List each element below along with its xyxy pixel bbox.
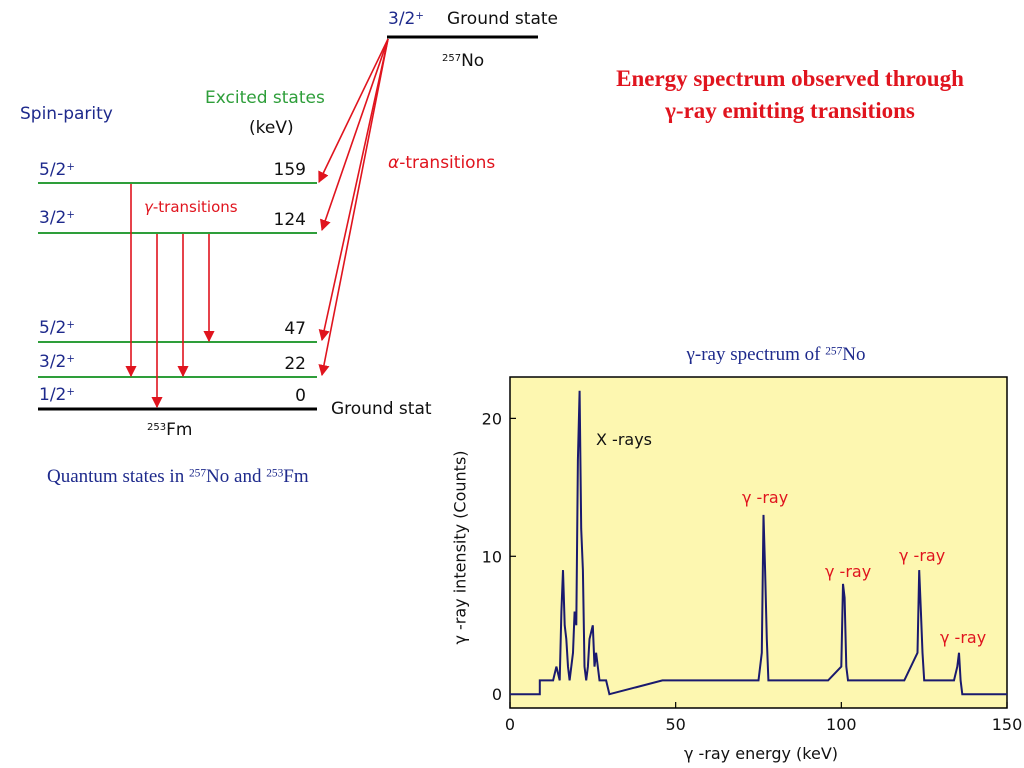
alpha-arrow-47: [318, 38, 389, 342]
gamma-annotation-77: γ -ray: [742, 488, 789, 507]
caption-mass-2: 253: [266, 467, 284, 480]
level-parity: +: [66, 161, 75, 173]
plot-background: [509, 376, 1008, 709]
caption-symbol-1: No and: [206, 466, 267, 487]
headline: Energy spectrum observed through γ-ray e…: [560, 63, 1020, 127]
top-nucleus-symbol: No: [461, 51, 485, 71]
x-tick-label: 50: [665, 715, 685, 734]
bottom-ground-state-label: Ground stat: [331, 399, 432, 419]
level-energy-0: 0: [295, 386, 306, 406]
level-spin-159: 5/2+: [39, 160, 75, 180]
top-state-parity: +: [415, 10, 424, 22]
caption-prefix: Quantum states in: [47, 466, 189, 487]
level-spin-0: 1/2+: [39, 385, 75, 405]
level-spin-value: 3/2: [39, 352, 67, 372]
bottom-nucleus-symbol: Fm: [166, 420, 193, 440]
level-spin-value: 5/2: [39, 318, 67, 338]
top-state-name: Ground state: [447, 9, 558, 29]
level-energy-124: 124: [273, 210, 306, 230]
level-energy-47: 47: [284, 319, 306, 339]
x-tick-label: 100: [826, 715, 857, 734]
spectrum-title-prefix: γ-ray spectrum of: [686, 344, 826, 365]
gamma-symbol: γ: [144, 198, 153, 216]
level-spin-value: 1/2: [39, 385, 67, 405]
headline-line-1: Energy spectrum observed through: [616, 66, 964, 91]
top-nucleus-mass: 257: [442, 53, 462, 64]
x-tick-label: 150: [992, 715, 1023, 734]
level-spin-value: 5/2: [39, 160, 67, 180]
level-parity: +: [66, 319, 75, 331]
headline-line-2: γ-ray emitting transitions: [665, 98, 915, 123]
alpha-transitions-label: α-transitions: [388, 153, 495, 173]
y-axis-label: γ -ray intensity (Counts): [450, 450, 470, 645]
caption-mass-1: 257: [188, 467, 207, 480]
y-tick-label: 20: [482, 409, 502, 428]
level-energy-159: 159: [273, 160, 306, 180]
level-parity: +: [66, 353, 75, 365]
level-parity: +: [66, 209, 75, 221]
spectrum-title-symbol: No: [842, 344, 866, 365]
gamma-annotation-136: γ -ray: [940, 628, 987, 647]
y-tick-label: 0: [492, 685, 502, 704]
level-energy-22: 22: [284, 354, 306, 374]
gamma-label-text: -transitions: [152, 198, 238, 216]
y-tick-label: 10: [482, 547, 502, 566]
excited-states-unit: (keV): [249, 118, 294, 138]
top-state-spin-value: 3/2: [388, 9, 416, 29]
top-state-spin: 3/2+: [388, 9, 424, 29]
gamma-annotation-124: γ -ray: [899, 546, 946, 565]
excited-states-heading: Excited states: [205, 88, 325, 108]
spin-parity-heading: Spin-parity: [20, 104, 113, 124]
alpha-arrow-159: [318, 38, 389, 184]
level-spin-22: 3/2+: [39, 352, 75, 372]
bottom-nucleus-label: 253Fm: [147, 420, 192, 440]
alpha-arrow-124: [319, 38, 389, 232]
level-spin-47: 5/2+: [39, 318, 75, 338]
alpha-symbol: α: [388, 153, 400, 173]
top-nucleus-label: 257No: [442, 51, 484, 71]
gamma-transitions-label: γ-transitions: [144, 198, 238, 216]
level-spin-124: 3/2+: [39, 208, 75, 228]
spectrum-title: γ-ray spectrum of 257No: [600, 344, 952, 366]
level-parity: +: [66, 386, 75, 398]
level-diagram-caption: Quantum states in 257No and 253Fm: [47, 466, 309, 488]
bottom-nucleus-mass: 253: [147, 422, 167, 433]
x-axis-label: γ -ray energy (keV): [683, 744, 839, 763]
x-tick-label: 0: [505, 715, 515, 734]
spectrum-series-line: [510, 390, 1007, 696]
alpha-label-text: -transitions: [399, 153, 496, 173]
gamma-annotation-102: γ -ray: [825, 562, 872, 581]
spectrum-title-mass: 257: [825, 345, 843, 358]
level-spin-value: 3/2: [39, 208, 67, 228]
xrays-annotation: X -rays: [596, 430, 653, 449]
caption-symbol-2: Fm: [283, 466, 309, 487]
alpha-arrow-22: [318, 38, 389, 377]
